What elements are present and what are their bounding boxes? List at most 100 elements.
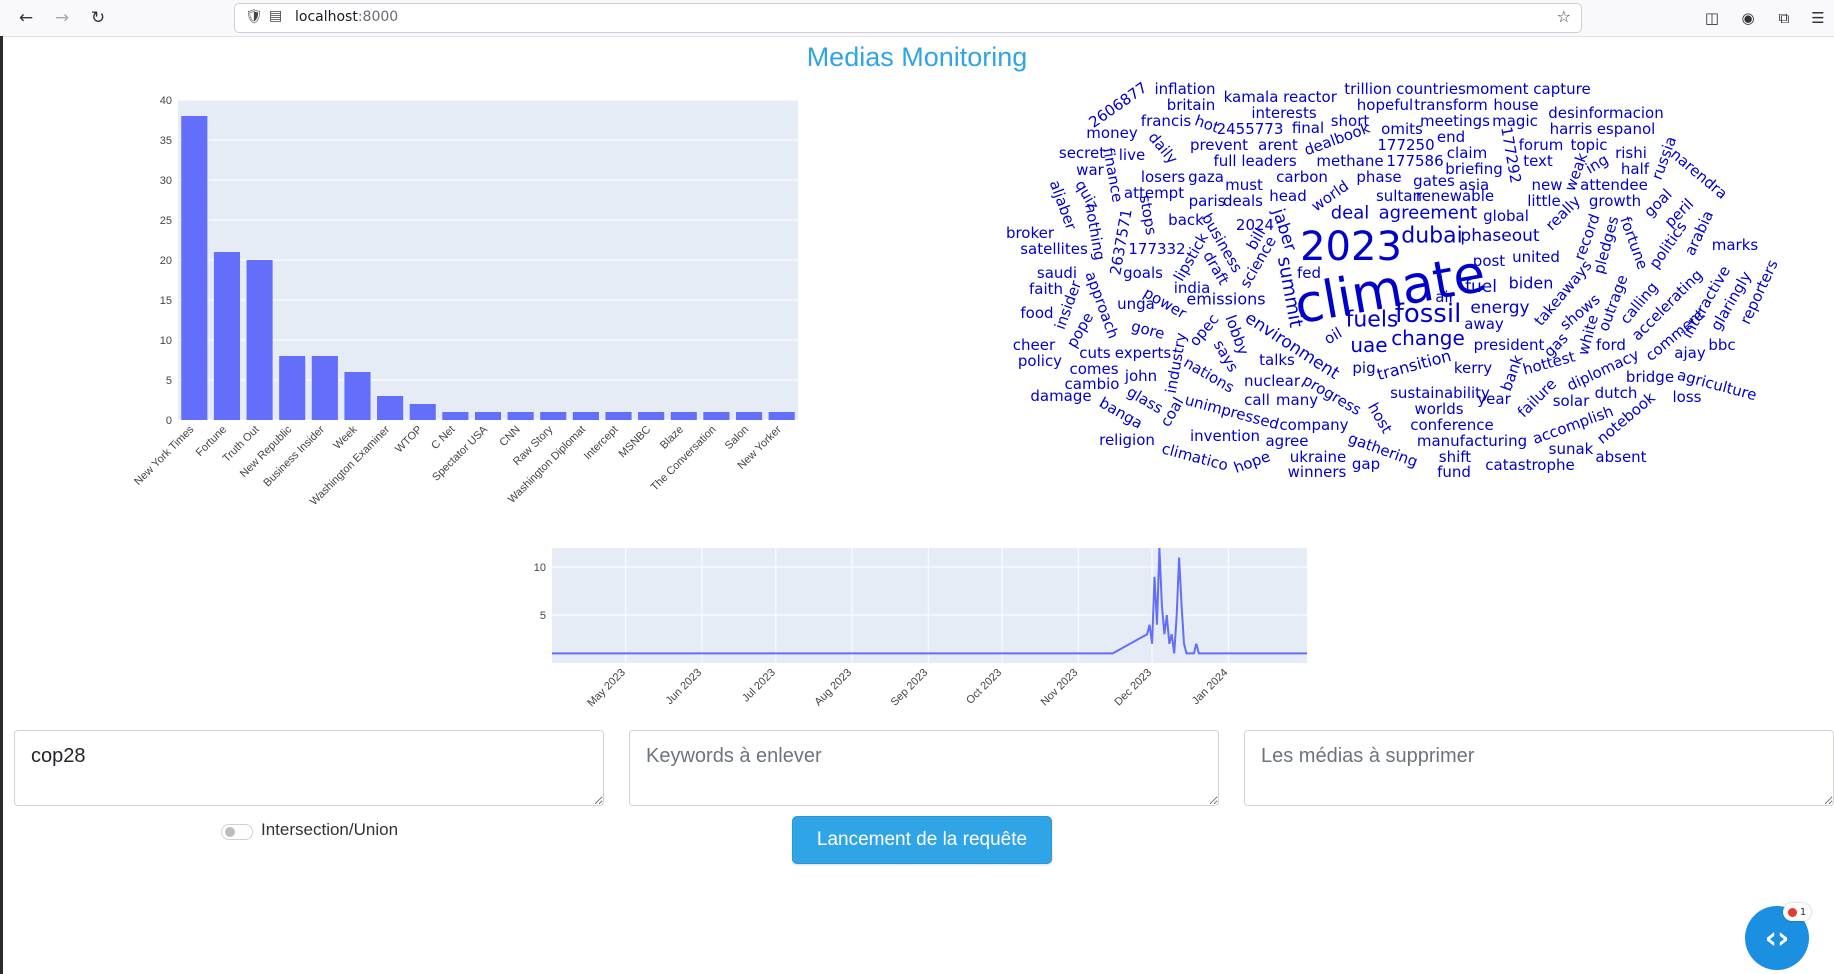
wordcloud-word: goals <box>1123 264 1163 282</box>
wordcloud-word: sultan <box>1376 187 1422 205</box>
x-tick-label: Week <box>331 423 360 452</box>
x-tick-label: CNN <box>497 424 522 449</box>
url-host: localhost <box>295 9 358 25</box>
wordcloud-word: unimpressed <box>1183 391 1281 433</box>
wordcloud-word: hot <box>1192 111 1221 136</box>
wordcloud-word: 2024 <box>1236 216 1274 234</box>
url-text[interactable]: localhost:8000 <box>295 9 398 25</box>
x-tick-label: C Net <box>429 424 457 452</box>
wordcloud-word: live <box>1119 146 1145 164</box>
wordcloud-word: arabia <box>1681 208 1717 259</box>
intersection-union-toggle[interactable] <box>221 824 253 840</box>
notification-badge: 1 <box>1783 903 1811 921</box>
wordcloud-word: gathering <box>1346 429 1420 471</box>
wordcloud-word: reporters <box>1736 257 1782 327</box>
wordcloud-word: bbc <box>1708 336 1735 354</box>
wordcloud-word: kamala <box>1224 88 1279 106</box>
x-tick-label: Sep 2023 <box>889 667 931 709</box>
wordcloud-word: accelerating <box>1628 266 1706 344</box>
reload-icon[interactable]: ↻ <box>90 8 106 28</box>
wordcloud-word: inflation <box>1154 80 1215 98</box>
wordcloud-word: secret <box>1059 144 1105 162</box>
bookmark-star-icon[interactable]: ☆ <box>1556 7 1571 26</box>
wordcloud-word: dutch <box>1595 384 1638 402</box>
series-line <box>552 547 1307 655</box>
wordcloud-word: text <box>1523 152 1553 170</box>
wordcloud-word: fortune <box>1616 214 1652 272</box>
wordcloud-word: damage <box>1030 387 1091 405</box>
wordcloud-word: approach <box>1082 269 1123 341</box>
bar <box>670 412 697 420</box>
wordcloud-word: little <box>1527 192 1561 210</box>
wordcloud-word: half <box>1621 160 1650 178</box>
extensions-icon[interactable]: ⧉ <box>1778 9 1790 27</box>
wordcloud-word: notebook <box>1593 388 1659 447</box>
url-bar[interactable]: 🛡 ▤ localhost:8000 ☆ <box>234 3 1582 33</box>
wordcloud-word: global <box>1483 207 1529 225</box>
wordcloud-word: business <box>1198 210 1246 276</box>
wordcloud-word: outrage <box>1595 272 1632 333</box>
wordcloud-word: shift <box>1439 448 1472 466</box>
wordcloud-word: interactive <box>1678 263 1734 342</box>
toggle-label: Intersection/Union <box>261 820 399 839</box>
x-tick-label: New York Times <box>132 423 197 488</box>
y-tick-label: 5 <box>540 610 546 622</box>
wordcloud-word: finance <box>1099 146 1126 203</box>
wordcloud-word: host <box>1364 399 1396 436</box>
forward-icon[interactable]: → <box>54 8 70 28</box>
x-tick-label: Dec 2023 <box>1112 667 1154 709</box>
wordcloud-word: transition <box>1375 346 1454 384</box>
shield-icon[interactable]: 🛡 <box>245 9 263 25</box>
remove-keywords-input[interactable] <box>629 730 1219 806</box>
y-tick-label: 25 <box>160 215 172 227</box>
wordcloud-word: energy <box>1470 298 1529 318</box>
wordcloud-word: cambio <box>1065 375 1120 393</box>
wordcloud-word: 2455773 <box>1217 120 1284 138</box>
wordcloud-word: nuclear <box>1244 372 1301 390</box>
x-tick-label: Intercept <box>582 424 621 463</box>
wordcloud-word: diplomacy <box>1564 345 1642 394</box>
wordcloud-word: fed <box>1297 264 1321 282</box>
wordcloud-word: world <box>1308 177 1352 215</box>
wordcloud-word: renewable <box>1416 187 1494 205</box>
wordcloud-word: peril <box>1661 195 1697 231</box>
page-icon[interactable]: ▤ <box>269 8 283 24</box>
wordcloud-word: francis <box>1141 112 1192 130</box>
wordcloud-word: 2637571 <box>1106 208 1135 277</box>
wordcloud-word: capture <box>1533 80 1590 98</box>
wordcloud-word: solar <box>1553 392 1590 410</box>
menu-icon[interactable]: ☰ <box>1811 9 1825 27</box>
account-icon[interactable]: ◉ <box>1741 9 1755 27</box>
y-tick-label: 35 <box>160 135 172 147</box>
wordcloud-word: change <box>1391 326 1465 350</box>
wordcloud-word: shows <box>1556 290 1603 334</box>
x-tick-label: Oct 2023 <box>964 667 1004 707</box>
pocket-icon[interactable]: ◫ <box>1704 9 1720 27</box>
wordcloud-word: saudi <box>1037 264 1077 282</box>
wordcloud-word: 2023 <box>1300 224 1402 270</box>
wordcloud-word: ukraine <box>1290 448 1346 466</box>
wordcloud-word: banga <box>1096 393 1146 432</box>
bar <box>181 116 208 420</box>
wordcloud-word: 177586 <box>1386 152 1443 170</box>
wordcloud-word: gore <box>1129 317 1166 343</box>
wordcloud-word: faith <box>1029 280 1063 298</box>
wordcloud-word: kerry <box>1454 359 1492 377</box>
wordcloud-word: united <box>1512 248 1560 266</box>
plot-area <box>552 548 1307 663</box>
remove-medias-input[interactable] <box>1244 730 1834 806</box>
launch-query-button[interactable]: Lancement de la requête <box>792 816 1052 864</box>
wordcloud-word: opec <box>1185 310 1222 349</box>
x-tick-label: May 2023 <box>585 667 628 710</box>
wordcloud-word: comment <box>1642 305 1708 365</box>
wordcloud-word: summit <box>1273 255 1307 329</box>
wordcloud-word: hottest <box>1521 347 1577 378</box>
wordcloud-word: nothing <box>1081 202 1109 262</box>
back-icon[interactable]: ← <box>18 8 34 28</box>
keywords-input[interactable]: cop28 <box>14 730 604 806</box>
wordcloud-word: environment <box>1241 308 1343 384</box>
wordcloud-word: agriculture <box>1675 366 1758 404</box>
wordcloud-word: interests <box>1251 104 1317 122</box>
y-tick-label: 10 <box>534 562 546 574</box>
x-tick-label: WTOP <box>393 424 425 456</box>
